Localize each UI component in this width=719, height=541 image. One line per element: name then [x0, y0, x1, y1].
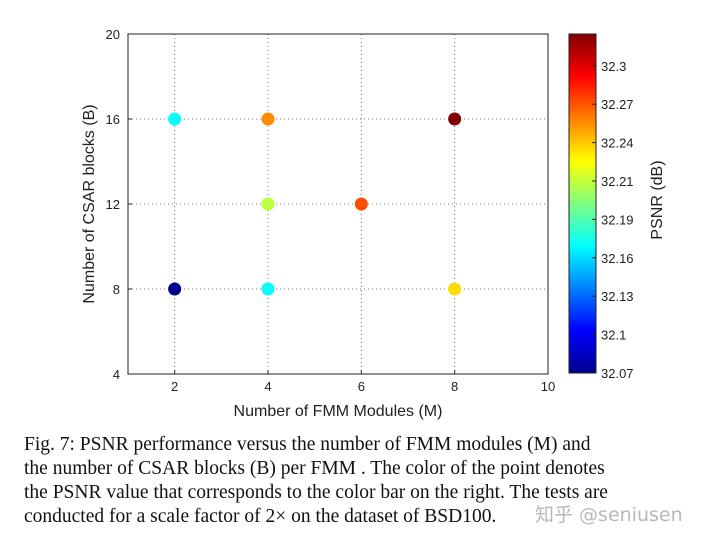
scatter-chart: 2 4 6 8 10 4 8 12 16 20 Number of FMM Modules (M)… [81, 27, 666, 420]
y-tick-label: 8 [113, 282, 120, 297]
x-tick-label: 8 [451, 379, 458, 394]
colorbar-tick-label: 32.3 [601, 59, 626, 74]
x-tick-label: 6 [358, 379, 365, 394]
y-axis-label: Number of CSAR blocks (B) [81, 104, 98, 303]
x-axis-label: Number of FMM Modules (M) [234, 403, 443, 420]
caption-line: Fig. 7: PSNR performance versus the numb… [24, 434, 591, 455]
data-point [168, 112, 182, 126]
data-point [448, 282, 462, 296]
figure-caption: Fig. 7: PSNR performance versus the numb… [24, 433, 710, 529]
caption-line: the number of CSAR blocks (B) per FMM . … [24, 458, 605, 479]
x-tick-label: 4 [264, 379, 271, 394]
y-tick-label: 20 [106, 27, 120, 42]
colorbar-tick-label: 32.07 [601, 366, 634, 381]
y-tick-label: 12 [106, 197, 120, 212]
colorbar [568, 33, 597, 374]
data-point [354, 197, 368, 211]
colorbar-tick-label: 32.21 [601, 174, 634, 189]
colorbar-tick-label: 32.1 [601, 328, 626, 343]
caption-line: conducted for a scale factor of 2× on th… [24, 506, 497, 527]
x-tick-label: 2 [171, 379, 178, 394]
colorbar-tick-label: 32.13 [601, 289, 634, 304]
colorbar-tick-label: 32.19 [601, 212, 634, 227]
data-point [261, 112, 275, 126]
data-point [168, 282, 182, 296]
watermark: 知乎 @seniusen [535, 504, 683, 526]
colorbar-tick-label: 32.16 [601, 251, 634, 266]
y-tick-label: 16 [106, 112, 120, 127]
data-point [448, 112, 462, 126]
y-tick-label: 4 [113, 367, 120, 382]
colorbar-label: PSNR (dB) [649, 160, 666, 239]
data-point [261, 197, 275, 211]
colorbar-tick-label: 32.24 [601, 136, 634, 151]
caption-line: the PSNR value that corresponds to the c… [24, 482, 608, 503]
grid [128, 33, 549, 375]
x-tick-label: 10 [541, 379, 555, 394]
colorbar-tick-label: 32.27 [601, 97, 634, 112]
data-point [261, 282, 275, 296]
